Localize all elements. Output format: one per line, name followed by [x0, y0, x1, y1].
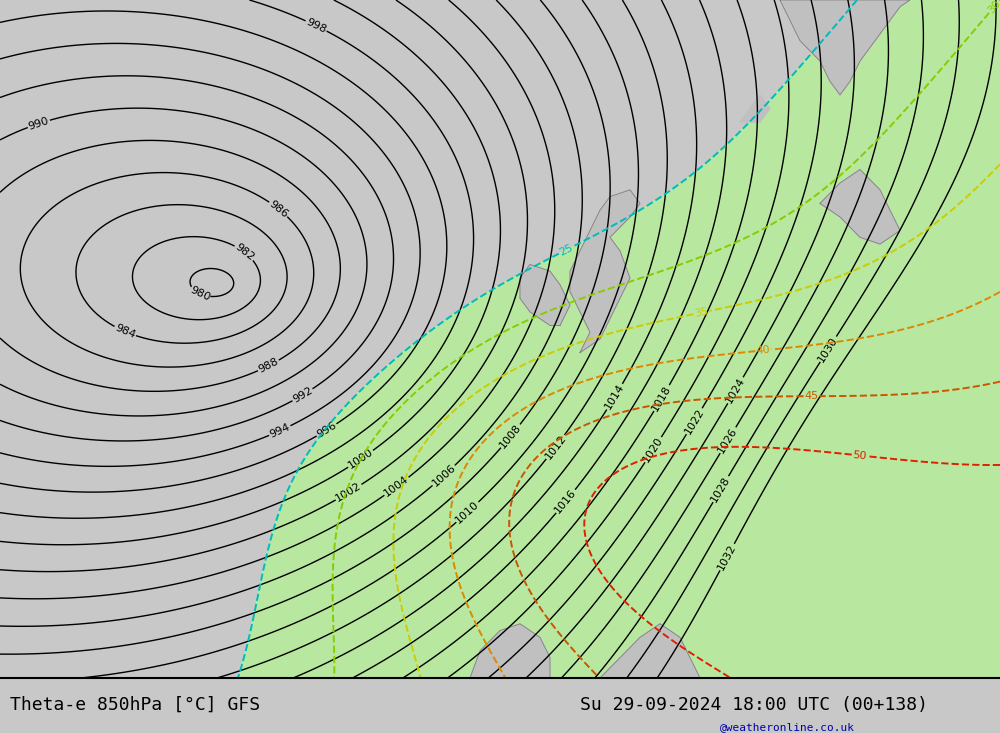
Text: 1030: 1030 — [817, 335, 840, 364]
Text: 1014: 1014 — [603, 382, 626, 411]
Polygon shape — [600, 624, 700, 678]
Text: 45: 45 — [805, 391, 819, 401]
Text: 50: 50 — [852, 450, 867, 461]
Text: 1020: 1020 — [641, 435, 665, 464]
Text: 1006: 1006 — [430, 463, 458, 489]
Text: 1002: 1002 — [334, 481, 363, 504]
Text: 984: 984 — [113, 323, 137, 340]
Text: 1012: 1012 — [543, 432, 568, 461]
Text: 998: 998 — [304, 17, 328, 35]
Text: 1022: 1022 — [683, 407, 706, 436]
Text: 35: 35 — [694, 306, 709, 319]
Polygon shape — [570, 190, 640, 353]
Text: 1008: 1008 — [498, 422, 523, 450]
Polygon shape — [520, 265, 570, 325]
Text: 980: 980 — [189, 285, 212, 303]
Text: 994: 994 — [268, 421, 292, 440]
Text: @weatheronline.co.uk: @weatheronline.co.uk — [720, 722, 855, 732]
Text: 988: 988 — [257, 356, 280, 375]
Text: 1032: 1032 — [716, 542, 738, 572]
Text: 1016: 1016 — [553, 487, 578, 515]
Text: 1018: 1018 — [650, 383, 673, 413]
Text: 986: 986 — [267, 199, 290, 220]
Polygon shape — [740, 95, 770, 122]
Polygon shape — [820, 169, 900, 244]
Text: 1010: 1010 — [454, 499, 481, 526]
Polygon shape — [780, 0, 910, 95]
Polygon shape — [470, 624, 550, 678]
Text: 1026: 1026 — [716, 426, 740, 455]
Text: Theta-e 850hPa [°C] GFS: Theta-e 850hPa [°C] GFS — [10, 696, 260, 714]
Text: Su 29-09-2024 18:00 UTC (00+138): Su 29-09-2024 18:00 UTC (00+138) — [580, 696, 928, 714]
Text: 30: 30 — [986, 0, 1000, 15]
Text: 1028: 1028 — [709, 474, 732, 504]
Text: 1004: 1004 — [382, 474, 411, 499]
Text: 1000: 1000 — [346, 447, 375, 471]
Text: 996: 996 — [315, 420, 338, 440]
Text: 1024: 1024 — [724, 375, 747, 405]
Text: 982: 982 — [233, 242, 256, 263]
Text: 990: 990 — [27, 116, 50, 132]
Text: 25: 25 — [557, 243, 575, 258]
Text: 992: 992 — [291, 386, 314, 405]
Text: 40: 40 — [756, 345, 771, 356]
